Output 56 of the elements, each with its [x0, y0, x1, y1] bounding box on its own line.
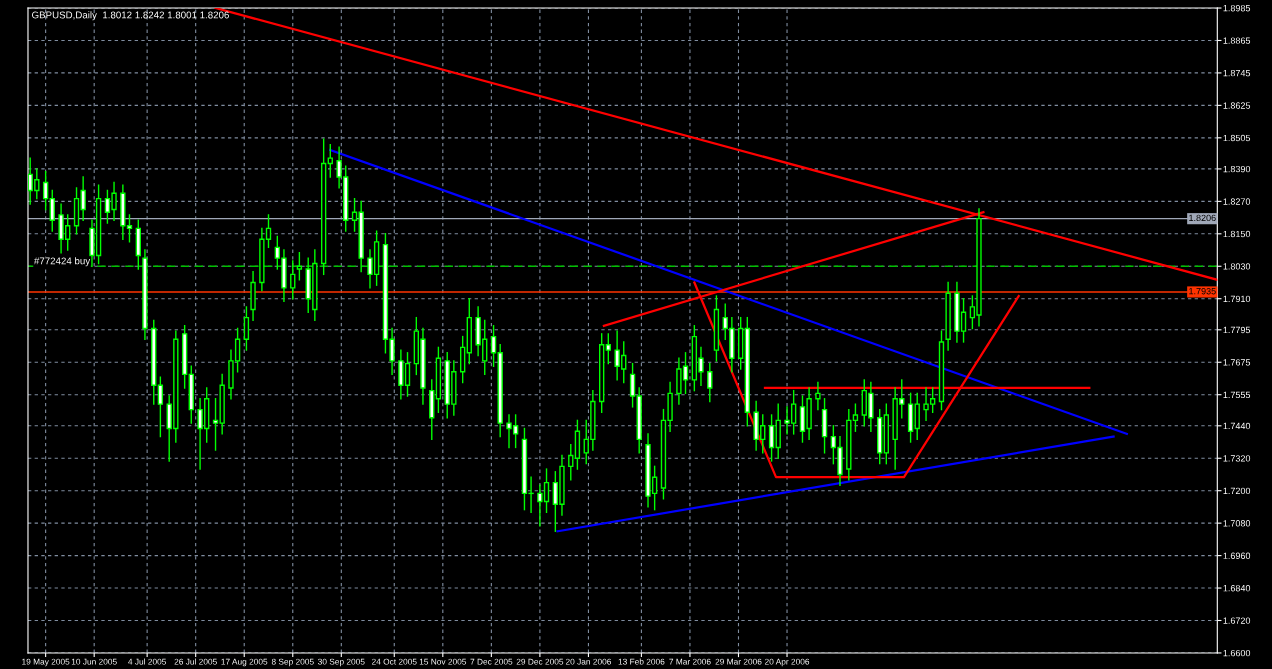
x-tick-label: 30 Sep 2005	[318, 658, 365, 667]
x-tick-label: 19 May 2005	[22, 658, 70, 667]
y-tick-label: 1.7910	[1223, 295, 1251, 303]
y-tick-label: 1.7320	[1223, 455, 1251, 462]
candlestick	[327, 143, 333, 178]
y-tick-label: 1.8270	[1223, 198, 1251, 205]
y-tick-label: 1.8150	[1223, 230, 1251, 238]
y-tick-label: 1.7795	[1223, 326, 1251, 334]
candlestick	[768, 414, 775, 462]
candlestick	[157, 376, 164, 438]
x-tick-label: 7 Mar 2006	[669, 658, 711, 665]
x-tick-label: 7 Dec 2005	[470, 658, 513, 665]
x-tick-label: 20 Apr 2006	[764, 658, 810, 667]
x-tick-label: 24 Oct 2005	[371, 658, 417, 665]
y-tick-label: 1.6840	[1223, 585, 1251, 592]
chart-title: GBPUSD,Daily 1.8012 1.8242 1.8001 1.8206	[32, 11, 229, 21]
ref-line-label: 1.7935	[1189, 287, 1216, 295]
y-tick-label: 1.7675	[1223, 359, 1251, 366]
y-tick-label: 1.8390	[1223, 165, 1251, 173]
y-tick-label: 1.7440	[1223, 422, 1251, 430]
y-tick-label: 1.6720	[1223, 617, 1251, 624]
candlestick	[49, 189, 55, 232]
candlestick	[707, 362, 713, 403]
x-tick-label: 13 Feb 2006	[618, 658, 665, 665]
ref-line-label: 1.8206	[1189, 214, 1216, 222]
x-tick-label: 10 Jun 2005	[71, 658, 117, 665]
candlestick	[568, 444, 574, 481]
y-tick-label: 1.8985	[1223, 5, 1251, 12]
candlestick	[42, 170, 49, 211]
candlestick	[296, 252, 303, 281]
candlestick	[629, 362, 636, 408]
x-tick-label: 26 Jul 2005	[174, 658, 217, 665]
x-tick-label: 15 Nov 2005	[419, 658, 467, 665]
y-tick-label: 1.7080	[1223, 520, 1251, 527]
candlestick	[243, 306, 250, 351]
candlestick	[815, 381, 821, 411]
x-tick-label: 29 Dec 2005	[516, 658, 564, 665]
candlestick	[605, 333, 611, 365]
x-tick-label: 20 Jan 2006	[565, 658, 612, 665]
y-tick-label: 1.7200	[1223, 487, 1251, 495]
y-tick-label: 1.8745	[1223, 69, 1251, 77]
x-tick-label: 17 Aug 2005	[221, 658, 268, 667]
y-tick-label: 1.8625	[1223, 102, 1251, 109]
x-tick-label: 8 Sep 2005	[271, 658, 314, 667]
y-tick-label: 1.7555	[1223, 391, 1251, 399]
y-tick-label: 1.8505	[1223, 134, 1251, 142]
y-tick-label: 1.6960	[1223, 552, 1251, 559]
x-tick-label: 4 Jul 2005	[128, 658, 167, 665]
candlestick	[290, 260, 296, 300]
candlestick	[852, 403, 859, 432]
x-tick-label: 29 Mar 2006	[715, 658, 762, 665]
ref-line-label: #772424 buy	[33, 257, 91, 267]
y-tick-label: 1.8030	[1223, 263, 1251, 270]
y-tick-label: 1.6600	[1223, 649, 1251, 657]
y-tick-label: 1.8865	[1223, 37, 1251, 44]
candlestick	[490, 325, 497, 368]
